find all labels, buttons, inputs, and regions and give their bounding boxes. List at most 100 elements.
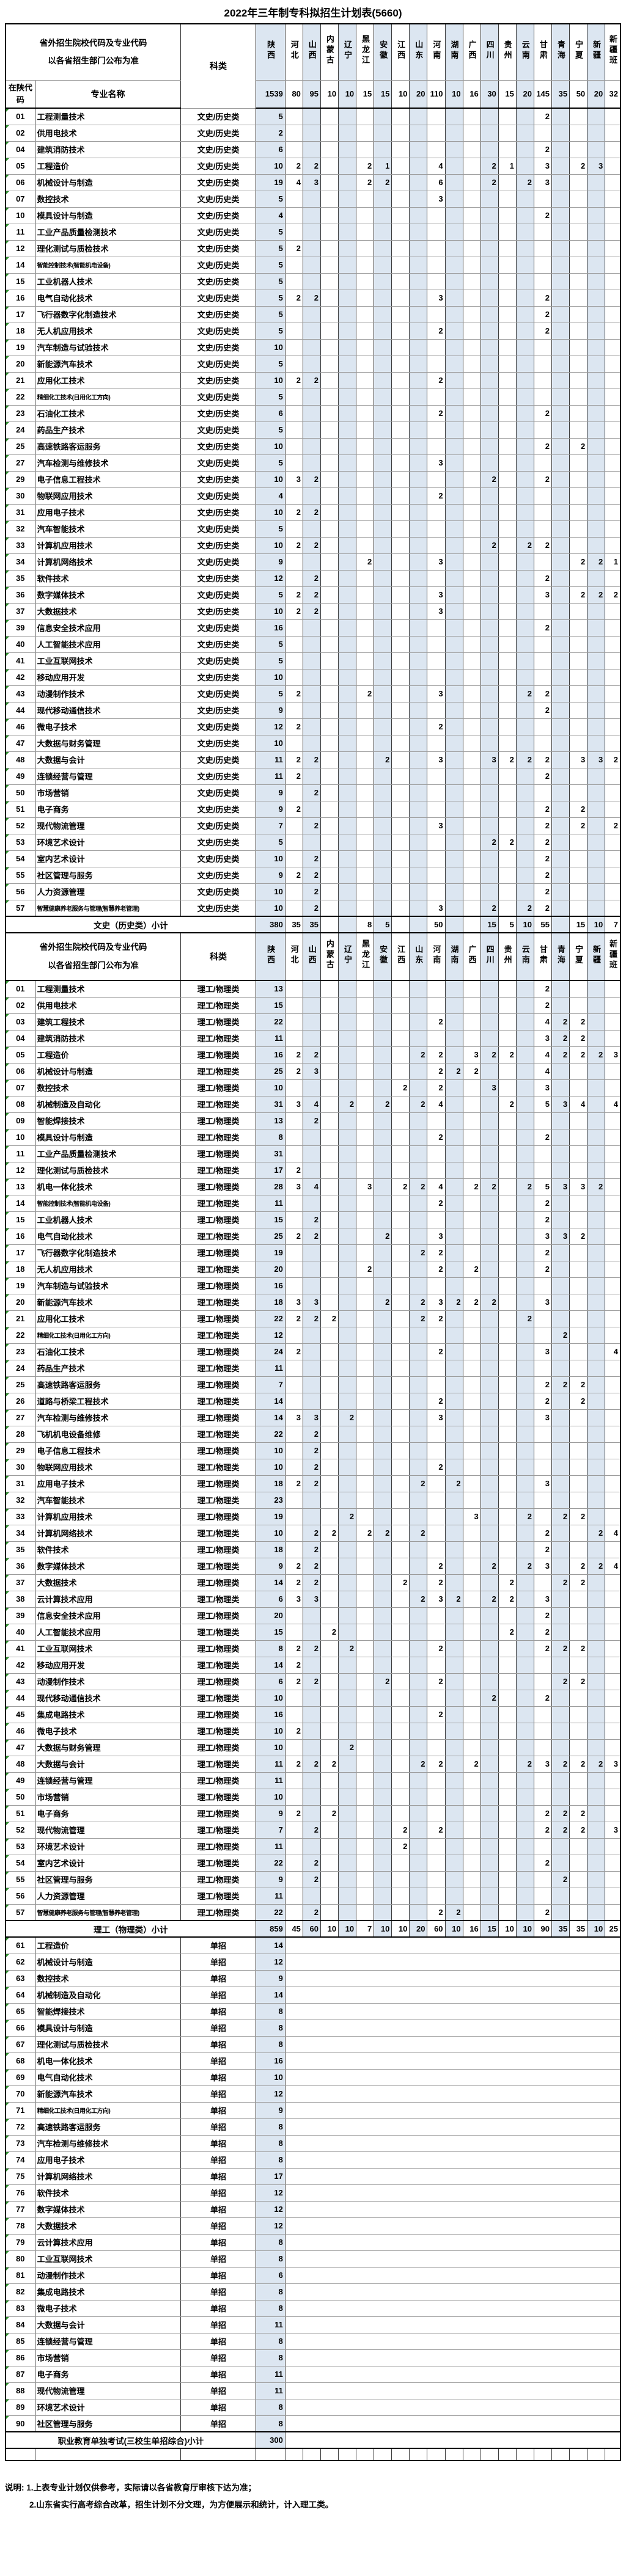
- row-code: 24: [5, 421, 35, 439]
- cell-value: [587, 404, 606, 422]
- cell-value: [374, 404, 392, 422]
- cell-value: 1: [374, 157, 392, 175]
- cell-value: [409, 1277, 428, 1294]
- cell-value: [498, 322, 517, 340]
- row-major: 物联网应用技术: [34, 1458, 182, 1476]
- cell-value: [338, 1541, 357, 1558]
- cell-value: [444, 1739, 463, 1756]
- cell-value: [605, 1673, 621, 1690]
- table-row: 33 计算机应用技术 理工/物理类 19 2 3 2 2 2: [5, 1508, 621, 1525]
- cell-value: [356, 1722, 375, 1740]
- table-row: 67 理化测试与质检技术 单招 8: [5, 2035, 621, 2053]
- table-row: 24 药品生产技术 文史/历史类 5: [5, 421, 621, 439]
- cell-value: [462, 1161, 481, 1179]
- cell-value: 2: [533, 1541, 553, 1558]
- cell-value: [302, 272, 322, 290]
- cell-value: 2: [533, 1689, 553, 1707]
- cell-value: 2: [302, 1112, 322, 1129]
- cell-value: [569, 190, 588, 208]
- header-subrow: 在陕代码 专业名称 1539 80 95 10 10 15 15 10 20 110 10 16 30 15 2…: [5, 79, 621, 109]
- excel-flag-icon: [6, 1822, 9, 1825]
- row-subject: 理工/物理类: [180, 1409, 256, 1426]
- cell-value: 8: [255, 2035, 285, 2053]
- row-subject: 理工/物理类: [180, 1145, 256, 1162]
- cell-value: 5: [255, 520, 285, 538]
- cell-value: [391, 1771, 410, 1789]
- cell-value: 11: [255, 767, 285, 785]
- cell-value: [462, 421, 481, 439]
- cell-value: [391, 1607, 410, 1624]
- cell-value: [391, 1409, 410, 1426]
- row-subject: 理工/物理类: [180, 1013, 256, 1031]
- cell-value: [356, 1145, 375, 1162]
- cell-value: 3: [533, 1227, 553, 1245]
- cell-value: 2: [427, 1755, 446, 1773]
- cell-value: [338, 371, 357, 389]
- cell-value: 4: [284, 173, 303, 191]
- cell-value: [480, 1112, 499, 1129]
- cell-value: 7: [255, 817, 285, 834]
- cell-value: [569, 1079, 588, 1096]
- header-code-note-line1: 省外招生院校代码及专业代码: [39, 943, 147, 952]
- row-subject: 文史/历史类: [180, 503, 256, 521]
- cell-value: [391, 223, 410, 241]
- cell-value: 2: [480, 173, 499, 191]
- cell-value: [391, 338, 410, 356]
- cell-value: 10: [515, 1920, 534, 1938]
- cell-value: [551, 355, 570, 373]
- cell-value: [338, 916, 357, 933]
- footnote-line-1: 说明: 1.上表专业计划仅供参考，实际请以各省教育厅审核下达为准；: [5, 2483, 257, 2492]
- cell-value: [569, 1887, 588, 1905]
- cell-value: [533, 1788, 553, 1806]
- row-subject: 文史/历史类: [180, 239, 256, 257]
- cell-value: [391, 1491, 410, 1509]
- cell-value: [427, 1656, 446, 1674]
- excel-flag-icon: [6, 1162, 9, 1166]
- cell-value: [480, 685, 499, 702]
- cell-value: [444, 1837, 463, 1855]
- cell-value: 2: [255, 124, 285, 142]
- cell-value: [409, 980, 428, 998]
- table-row: 62 机械设计与制造 单招 12: [5, 1953, 621, 1971]
- cell-value: 3: [427, 899, 446, 917]
- cell-value: [356, 272, 375, 290]
- cell-value: 15: [480, 1920, 499, 1938]
- row-major: 动漫制作技术: [34, 2266, 182, 2284]
- excel-flag-icon: [6, 1410, 9, 1413]
- cell-value: [515, 1376, 534, 1393]
- cell-value: [374, 1178, 392, 1195]
- cell-value: 5: [255, 289, 285, 307]
- cell-value: [480, 817, 499, 834]
- cell-value: [302, 1079, 322, 1096]
- cell-value: 4: [255, 487, 285, 505]
- cell-value: [302, 388, 322, 406]
- province-header-text: 四川: [485, 40, 495, 61]
- table-row: 63 数控技术 单招 9: [5, 1969, 621, 1987]
- cell-value: [374, 1013, 392, 1031]
- row-code: 88: [5, 2382, 35, 2399]
- cell-value: [444, 1821, 463, 1839]
- province-header: 辽宁: [338, 23, 357, 81]
- row-subject: 单招: [180, 2184, 256, 2202]
- cell-value: [569, 883, 588, 900]
- merged-empty-region: [284, 1953, 621, 1971]
- cell-value: 2: [284, 586, 303, 604]
- cell-value: [587, 1095, 606, 1113]
- excel-flag-icon: [6, 587, 9, 590]
- cell-value: 2: [569, 1821, 588, 1839]
- table-row: 02 供用电技术 文史/历史类 2: [5, 124, 621, 142]
- table-row: 15 工业机器人技术 理工/物理类 15 2 2: [5, 1211, 621, 1228]
- table-row: 03 建筑工程技术 理工/物理类 22 2 4 2 2: [5, 1013, 621, 1031]
- cell-value: [302, 1161, 322, 1179]
- row-code: 22: [5, 388, 35, 406]
- cell-value: [587, 1112, 606, 1129]
- cell-value: [605, 1392, 621, 1410]
- cell-value: [409, 635, 428, 653]
- cell-value: [284, 108, 303, 125]
- cell-value: 2: [302, 1227, 322, 1245]
- row-subject: 理工/物理类: [180, 1112, 256, 1129]
- cell-value: [338, 1689, 357, 1707]
- cell-value: [462, 668, 481, 686]
- cell-value: [409, 190, 428, 208]
- cell-value: [587, 239, 606, 257]
